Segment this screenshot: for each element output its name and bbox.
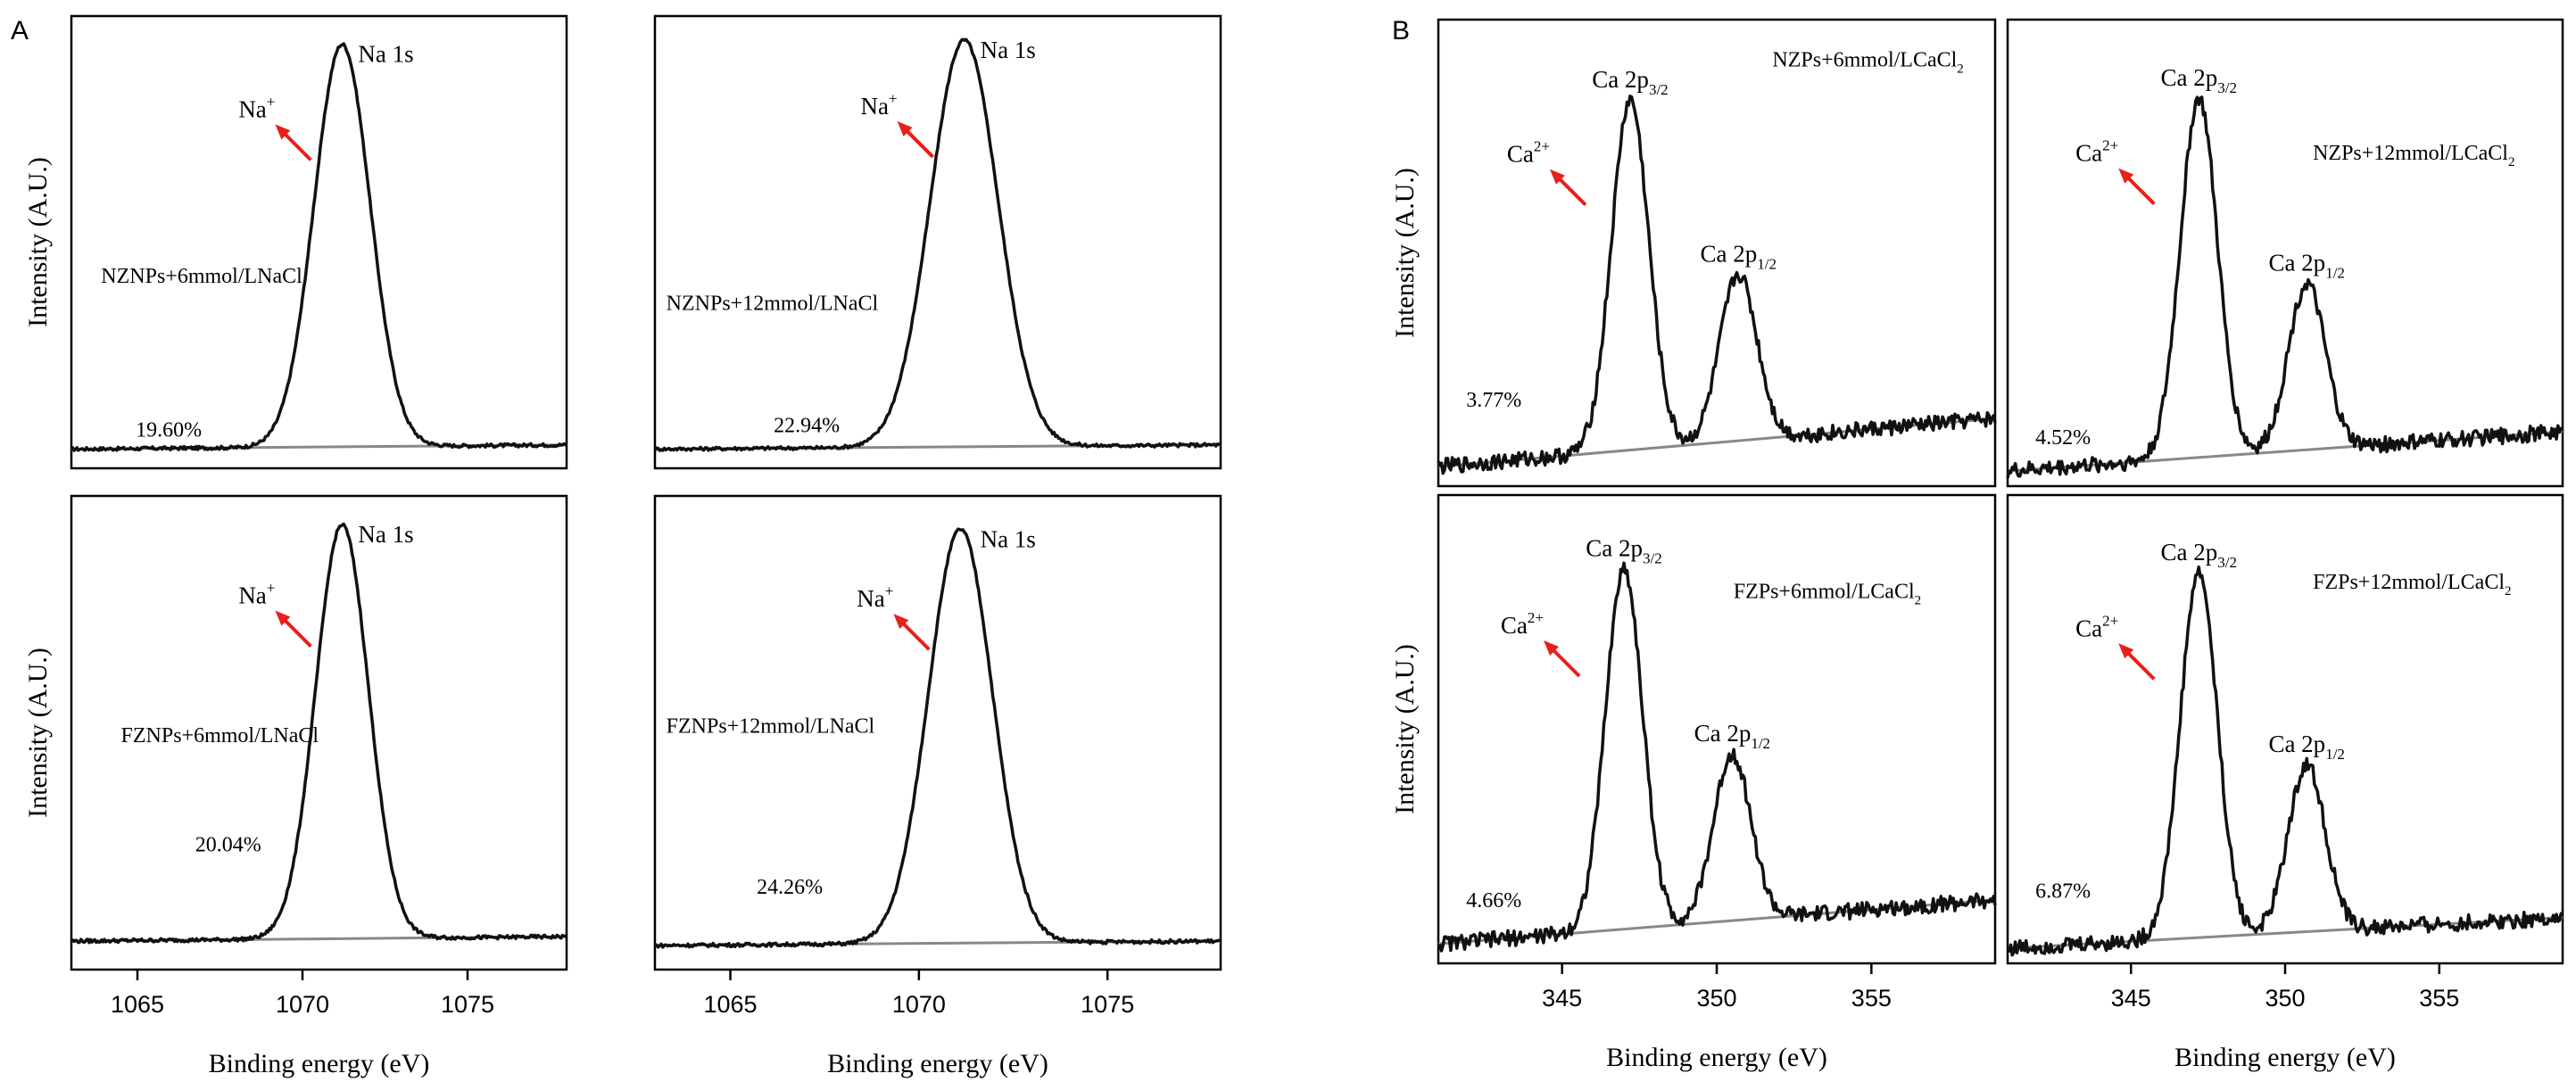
plot-frame [2006, 18, 2564, 488]
y-axis-label: Intensity (A.U.) [1390, 644, 1420, 814]
red-arrow-head [1549, 169, 1565, 185]
peak-label: Na 1s [981, 525, 1036, 552]
red-arrow [280, 616, 312, 648]
x-tick-label: 345 [1542, 985, 1582, 1012]
ion-label: Na+ [238, 93, 275, 122]
red-arrow [1555, 175, 1587, 207]
chart-b3: Ca 2p3/2 Ca 2p1/2 Ca2+ FZPs+6mmol/LCaCl2 4.6… [1390, 493, 1997, 1072]
sample-label: NZNPs+6mmol/LNaCl [101, 265, 302, 288]
panel-b-letter: B [1392, 16, 1410, 45]
percent-label: 3.77% [1466, 389, 1521, 412]
plot-frame [1437, 18, 1997, 488]
x-tick-label: 1070 [892, 991, 946, 1018]
ion-label: Na+ [238, 580, 275, 609]
red-arrow-head [2118, 168, 2134, 184]
x-tick-label: 355 [2419, 985, 2459, 1012]
ion-label: Ca2+ [2075, 137, 2118, 167]
peak-label: Ca 2p3/2 [2161, 539, 2237, 571]
ion-label: Ca2+ [2075, 612, 2118, 641]
chart-b4: Ca 2p3/2 Ca 2p1/2 Ca2+ FZPs+12mmol/LCaCl2 6.… [2006, 493, 2564, 1072]
percent-label: 4.66% [1466, 889, 1521, 912]
x-axis-label: Binding energy (eV) [1606, 1043, 1827, 1072]
spectrum-line [1437, 561, 1997, 953]
red-arrow-head [275, 610, 291, 626]
percent-label: 19.60% [136, 419, 202, 442]
peak-label: Ca 2p1/2 [1694, 720, 1770, 752]
red-arrow [2124, 174, 2156, 206]
sample-label: FZNPs+12mmol/LNaCl [667, 715, 875, 739]
peak-label: Ca 2p1/2 [2268, 250, 2344, 282]
peak-label: Ca 2p1/2 [1701, 240, 1777, 272]
percent-label: 6.87% [2035, 880, 2091, 904]
y-axis-label: Intensity (A.U.) [1390, 168, 1420, 338]
x-tick-label: 1075 [441, 991, 494, 1018]
chart-a4: Na 1s Na+ FZNPs+12mmol/LNaCl 24.26% 1065 1070… [653, 494, 1222, 1078]
sample-label: NZNPs+12mmol/LNaCl [667, 293, 879, 316]
red-arrow [2124, 648, 2156, 681]
ion-label: Ca2+ [1507, 138, 1550, 168]
red-arrow [899, 619, 931, 651]
y-axis-label: Intensity (A.U.) [23, 157, 53, 327]
peak-label: Ca 2p3/2 [2161, 64, 2237, 96]
sample-label: FZPs+6mmol/LCaCl2 [1734, 581, 1921, 608]
panel-a-letter: A [11, 16, 29, 45]
red-arrow-head [275, 124, 291, 140]
ion-label: Na+ [857, 582, 893, 612]
x-tick-label: 355 [1851, 985, 1892, 1012]
x-axis-label: Binding energy (eV) [2174, 1043, 2396, 1072]
ion-label: Ca2+ [1501, 609, 1544, 639]
sample-label: NZPs+6mmol/LCaCl2 [1772, 48, 1963, 76]
x-tick-label: 1070 [276, 991, 329, 1018]
sample-label: NZPs+12mmol/LCaCl2 [2313, 142, 2514, 169]
sample-label: FZNPs+6mmol/LNaCl [121, 724, 319, 747]
peak-label: Na 1s [358, 521, 413, 548]
percent-label: 4.52% [2035, 426, 2091, 450]
spectrum-line [1437, 95, 1997, 475]
spectrum-line [2006, 565, 2564, 957]
x-tick-label: 350 [2265, 985, 2305, 1012]
red-arrow [1549, 646, 1581, 678]
red-arrow-head [893, 614, 909, 630]
y-axis-label: Intensity (A.U.) [23, 648, 53, 818]
plot-frame [70, 494, 568, 971]
percent-label: 20.04% [195, 833, 261, 856]
red-arrow [280, 129, 312, 161]
spectrum-line [654, 527, 1222, 949]
x-tick-label: 1075 [1081, 991, 1134, 1018]
spectrum-line [70, 522, 568, 945]
chart-b1: Ca 2p3/2 Ca 2p1/2 Ca2+ NZPs+6mmol/LCaCl2 3.7… [1390, 18, 1997, 488]
peak-label: Na 1s [358, 41, 413, 68]
plot-frame [70, 14, 568, 470]
percent-label: 24.26% [757, 876, 823, 899]
x-axis-label: Binding energy (eV) [827, 1049, 1048, 1078]
spectrum-line [2006, 95, 2564, 479]
peak-label: Ca 2p1/2 [2268, 731, 2344, 763]
plot-frame [653, 14, 1222, 470]
x-axis-label: Binding energy (eV) [209, 1049, 430, 1078]
chart-a2: Na 1s Na+ NZNPs+12mmol/LNaCl 22.94% [653, 14, 1222, 470]
spectrum-line [653, 37, 1222, 452]
sample-label: FZPs+12mmol/LCaCl2 [2313, 571, 2511, 599]
red-arrow-head [1544, 640, 1559, 656]
plots-layer: Na 1s Na+ NZNPs+6mmol/LNaCl 19.60% Intensity… [23, 14, 2564, 1078]
plot-frame [653, 494, 1222, 971]
red-arrow-head [897, 120, 913, 136]
red-arrow [903, 127, 935, 159]
chart-b2: Ca 2p3/2 Ca 2p1/2 Ca2+ NZPs+12mmol/LCaCl2 4.… [2006, 18, 2564, 488]
peak-label: Ca 2p3/2 [1586, 534, 1661, 566]
peak-label: Ca 2p3/2 [1592, 66, 1668, 98]
spectrum-line [70, 42, 568, 452]
chart-a1: Na 1s Na+ NZNPs+6mmol/LNaCl 19.60% Intensity… [23, 14, 568, 470]
x-tick-label: 345 [2111, 985, 2151, 1012]
chart-a3: Na 1s Na+ FZNPs+6mmol/LNaCl 20.04% Intensity… [23, 494, 568, 1078]
ion-label: Na+ [861, 90, 898, 120]
red-arrow-head [2118, 643, 2134, 659]
x-tick-label: 1065 [111, 991, 164, 1018]
x-tick-label: 350 [1696, 985, 1736, 1012]
peak-label: Na 1s [981, 37, 1036, 63]
plot-frame [2006, 493, 2564, 965]
percent-label: 22.94% [774, 414, 840, 437]
x-tick-label: 1065 [703, 991, 757, 1018]
